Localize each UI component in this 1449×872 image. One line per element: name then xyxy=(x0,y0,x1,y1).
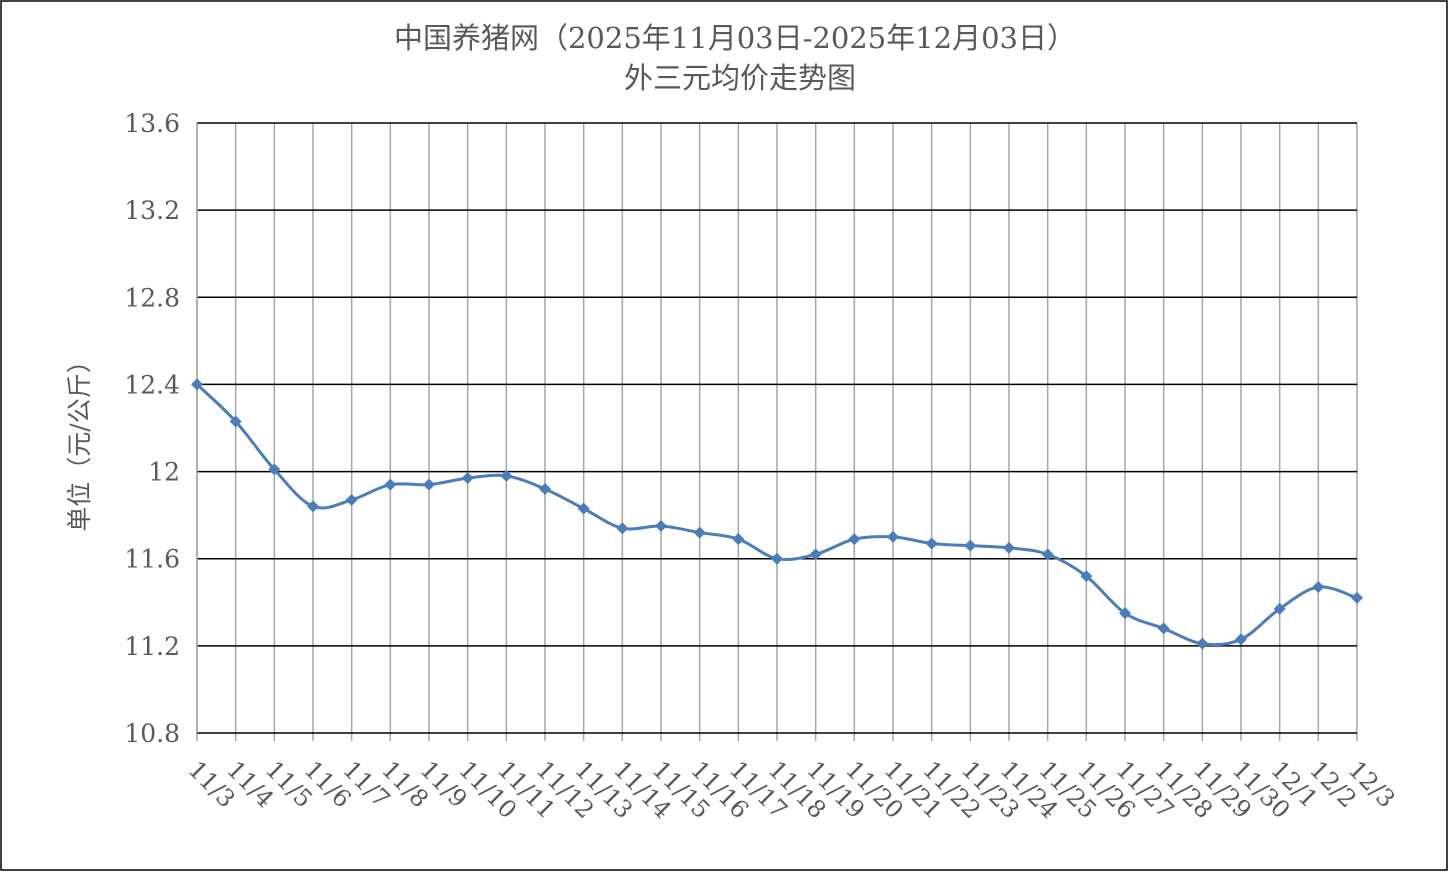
data-point xyxy=(1196,637,1209,650)
y-tick-label: 12 xyxy=(148,458,180,487)
y-tick-label: 11.6 xyxy=(124,545,180,574)
data-point xyxy=(191,378,203,391)
data-point xyxy=(345,493,358,506)
data-point xyxy=(925,537,938,550)
chart-title: 中国养猪网（2025年11月03日-2025年12月03日） xyxy=(394,21,1076,55)
data-point xyxy=(577,502,590,515)
y-tick-label: 13.6 xyxy=(124,109,180,138)
y-axis-label: 单位（元/公斤） xyxy=(65,348,94,531)
y-tick-label: 12.4 xyxy=(124,370,180,399)
y-tick-label: 10.8 xyxy=(124,719,180,748)
data-point xyxy=(732,533,745,546)
data-point xyxy=(1312,581,1325,594)
data-point xyxy=(268,463,281,476)
data-point xyxy=(1080,570,1093,583)
data-point xyxy=(500,469,513,482)
data-point xyxy=(964,539,977,552)
data-point xyxy=(655,520,667,533)
data-point xyxy=(539,483,551,495)
data-point xyxy=(423,478,435,491)
data-point xyxy=(1351,591,1363,604)
data-point xyxy=(1273,602,1286,615)
chart-subtitle: 外三元均价走势图 xyxy=(624,61,856,95)
data-point xyxy=(1235,633,1247,646)
data-point xyxy=(809,548,822,561)
data-point xyxy=(887,530,899,543)
data-point xyxy=(1041,548,1054,561)
y-tick-label: 13.2 xyxy=(124,196,180,225)
data-point xyxy=(384,478,397,491)
data-point xyxy=(771,552,783,565)
data-point xyxy=(307,500,319,513)
data-point xyxy=(616,522,629,535)
data-point xyxy=(1119,607,1131,620)
data-point xyxy=(693,526,706,539)
data-point xyxy=(229,415,242,428)
data-point xyxy=(461,472,474,485)
data-point xyxy=(1003,541,1015,554)
data-point xyxy=(848,533,861,546)
y-tick-label: 12.8 xyxy=(124,283,180,312)
data-point xyxy=(1157,622,1170,635)
y-tick-label: 11.2 xyxy=(124,632,180,661)
